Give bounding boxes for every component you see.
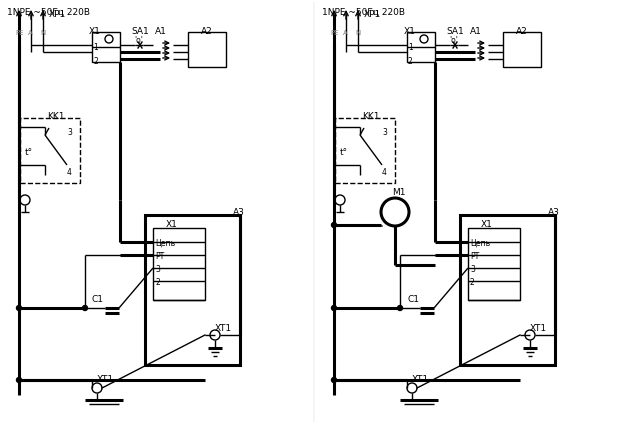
- Text: A2: A2: [516, 27, 528, 36]
- Bar: [468, 228, 520, 300]
- Bar: [92, 32, 120, 62]
- Text: 1: 1: [408, 43, 413, 52]
- Text: XT1: XT1: [412, 375, 429, 384]
- Circle shape: [82, 306, 87, 310]
- Text: X1: X1: [481, 220, 493, 229]
- Bar: [407, 32, 435, 62]
- Bar: [335, 118, 395, 183]
- Text: N: N: [355, 30, 360, 36]
- Text: 3: 3: [155, 265, 160, 274]
- Text: 3: 3: [67, 128, 72, 137]
- Circle shape: [16, 377, 21, 382]
- Text: A1: A1: [470, 27, 482, 36]
- Text: t°: t°: [25, 148, 33, 157]
- Text: Цепь: Цепь: [470, 239, 490, 248]
- Text: PE: PE: [15, 30, 23, 36]
- Bar: [153, 228, 205, 300]
- Text: 3: 3: [382, 128, 387, 137]
- Text: 2: 2: [93, 57, 97, 66]
- Text: XP1: XP1: [49, 10, 66, 19]
- Text: 'o': 'o': [449, 36, 458, 45]
- Text: A1: A1: [155, 27, 167, 36]
- Text: SA1: SA1: [131, 27, 148, 36]
- Bar: [188, 32, 226, 67]
- Text: KK1: KK1: [362, 112, 379, 121]
- Text: 2: 2: [408, 57, 413, 66]
- Text: X1: X1: [166, 220, 178, 229]
- Text: A: A: [343, 30, 348, 36]
- Text: M1: M1: [392, 188, 406, 197]
- Text: XT1: XT1: [530, 324, 547, 333]
- Text: 1NPE ~50Гц 220В: 1NPE ~50Гц 220В: [322, 8, 405, 17]
- Text: A: A: [28, 30, 33, 36]
- Text: t°: t°: [340, 148, 348, 157]
- Text: A2: A2: [201, 27, 213, 36]
- Text: 4: 4: [67, 168, 72, 177]
- Text: KK1: KK1: [47, 112, 65, 121]
- Text: 1NPE ~50Гц 220В: 1NPE ~50Гц 220В: [7, 8, 90, 17]
- Text: 3: 3: [470, 265, 475, 274]
- Circle shape: [331, 306, 337, 310]
- Circle shape: [16, 306, 21, 310]
- Text: XT1: XT1: [97, 375, 114, 384]
- Text: A3: A3: [548, 208, 560, 217]
- Bar: [20, 118, 80, 183]
- Bar: [460, 215, 555, 365]
- Text: N: N: [40, 30, 45, 36]
- Bar: [145, 215, 240, 365]
- Text: C1: C1: [407, 295, 419, 304]
- Circle shape: [331, 377, 337, 382]
- Text: X1: X1: [404, 27, 416, 36]
- Text: Цепь: Цепь: [155, 239, 175, 248]
- Text: 2: 2: [470, 278, 475, 287]
- Bar: [503, 32, 541, 67]
- Text: 1: 1: [93, 43, 97, 52]
- Text: C1: C1: [92, 295, 104, 304]
- Text: РТ: РТ: [470, 252, 479, 261]
- Text: X1: X1: [89, 27, 101, 36]
- Text: РТ: РТ: [155, 252, 164, 261]
- Text: 4: 4: [382, 168, 387, 177]
- Text: SA1: SA1: [446, 27, 464, 36]
- Circle shape: [398, 306, 403, 310]
- Text: 2: 2: [155, 278, 160, 287]
- Text: A3: A3: [233, 208, 245, 217]
- Text: XT1: XT1: [215, 324, 232, 333]
- Text: 'o': 'o': [134, 36, 143, 45]
- Circle shape: [331, 223, 337, 228]
- Text: PE: PE: [330, 30, 338, 36]
- Text: XP1: XP1: [364, 10, 381, 19]
